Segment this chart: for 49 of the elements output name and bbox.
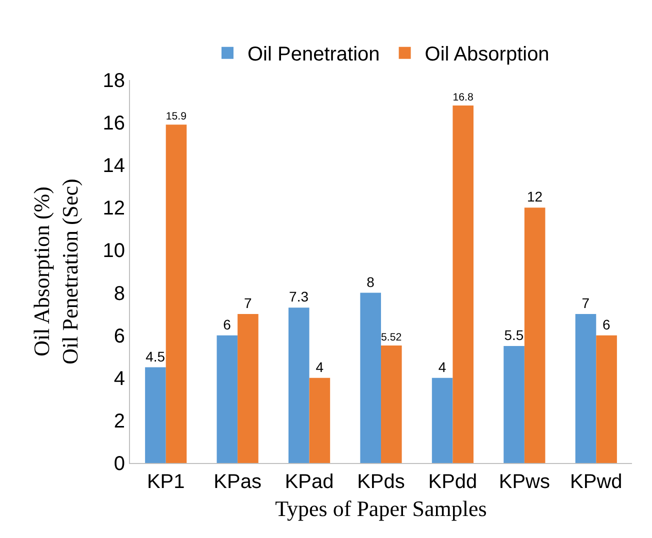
- legend-label: Oil Absorption: [424, 44, 550, 66]
- bar: [216, 335, 238, 463]
- data-label: 16.8: [452, 91, 474, 104]
- x-tick-label: KPws: [498, 471, 550, 493]
- bar: [166, 124, 187, 463]
- data-label: 5.5: [504, 326, 524, 343]
- y-tick-label: 6: [114, 325, 125, 348]
- y-tick-label: 18: [102, 70, 125, 92]
- y-tick-label: 12: [102, 198, 125, 220]
- bar: [504, 346, 524, 463]
- x-tick-label: KPwd: [570, 471, 622, 493]
- data-label: 4: [438, 358, 446, 375]
- x-tick-label: KPdd: [428, 471, 478, 493]
- data-label: 5.52: [381, 331, 402, 344]
- data-label: 7: [582, 295, 590, 312]
- data-label: 6: [223, 316, 232, 332]
- x-tick-label: KPds: [357, 471, 405, 493]
- x-axis-title: Types of Paper Samples: [275, 496, 487, 521]
- bar: [145, 367, 166, 463]
- data-label: 8: [366, 274, 375, 290]
- x-tick-label: KPas: [214, 471, 262, 493]
- bar: [524, 208, 546, 463]
- y-tick-label: 16: [102, 112, 125, 135]
- data-label: 12: [526, 188, 543, 205]
- data-label: 7: [244, 295, 252, 312]
- bar: [432, 378, 453, 463]
- data-label: 15.9: [166, 110, 187, 122]
- y-tick-label: 14: [102, 155, 125, 178]
- data-label: 4.5: [146, 348, 166, 364]
- x-tick-label: KP1: [146, 471, 185, 493]
- y-axis-title: Oil Absorption (%) Oil Penetration (Sec): [28, 178, 83, 364]
- y-tick-label: 8: [114, 282, 125, 305]
- y-tick-label: 2: [114, 410, 125, 432]
- y-tick-label: 0: [114, 453, 125, 475]
- bar: [596, 335, 617, 463]
- data-label: 4: [316, 358, 324, 375]
- bar: [288, 308, 310, 463]
- y-tick-label: 4: [114, 368, 125, 390]
- bar: [575, 314, 596, 463]
- legend-label: Oil Penetration: [248, 44, 380, 66]
- y-tick-label: 10: [102, 240, 125, 262]
- bar: [452, 106, 474, 463]
- data-label: 6: [602, 316, 611, 332]
- bar: [381, 346, 402, 463]
- bar: [360, 292, 381, 463]
- data-label: 7.3: [289, 288, 309, 305]
- bar: [309, 378, 330, 463]
- x-tick-label: KPad: [284, 471, 334, 493]
- bar: [238, 314, 258, 463]
